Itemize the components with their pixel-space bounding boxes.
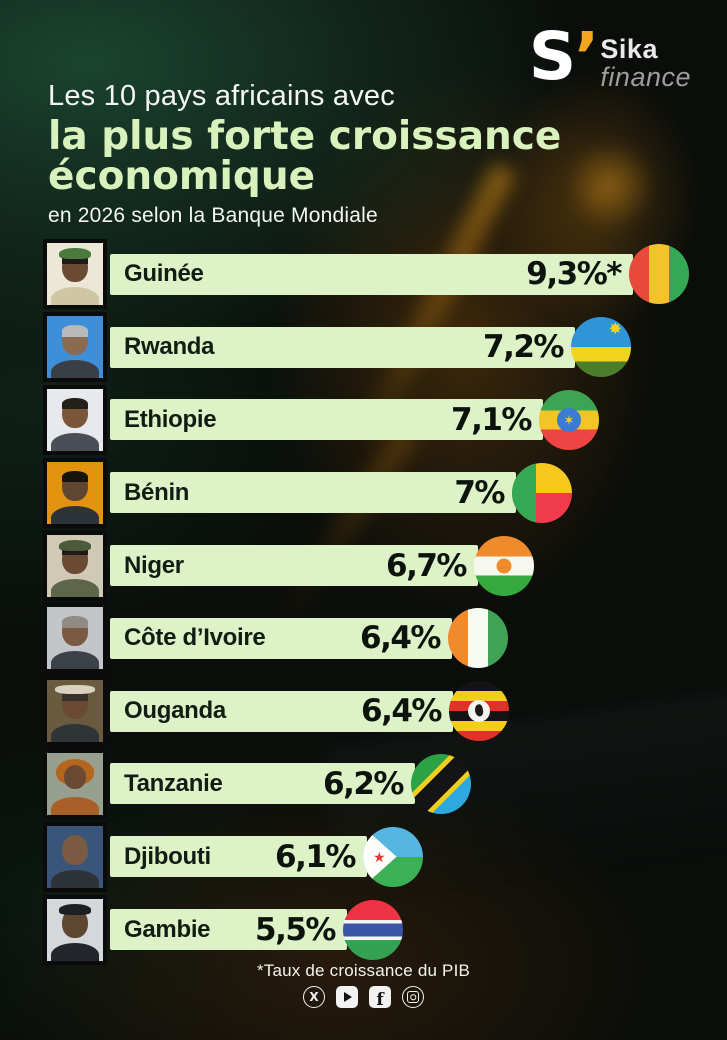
growth-value: 7,2% <box>483 329 564 366</box>
growth-bar: Côte d’Ivoire 6,4% <box>110 608 508 669</box>
growth-bar: Djibouti 6,1% ★ <box>110 826 423 887</box>
country-row-cote-divoire: Côte d’Ivoire 6,4% <box>0 602 727 675</box>
country-label: Niger <box>124 551 184 579</box>
uganda-crane-disc <box>468 700 490 723</box>
title-line-3: économique <box>48 153 316 199</box>
ethiopia-leader-photo <box>43 384 107 455</box>
uganda-leader-photo <box>43 676 107 747</box>
gambia-leader-photo <box>43 894 107 965</box>
growth-value: 6,7% <box>386 547 467 584</box>
cote-divoire-flag-icon <box>448 608 508 669</box>
country-label: Gambie <box>124 915 211 943</box>
djibouti-leader-photo <box>43 821 107 892</box>
title-line-2: la plus forte croissance <box>48 114 562 159</box>
growth-bar: Niger 6,7% <box>110 535 534 596</box>
gambia-flag-icon <box>343 899 403 960</box>
guinea-leader-photo <box>43 239 107 310</box>
glow-arrow-head-art <box>566 140 656 230</box>
uganda-flag-icon <box>449 681 509 742</box>
rwanda-leader-photo <box>43 312 107 383</box>
ethiopia-star-emblem: ✶ <box>557 407 581 432</box>
benin-flag-icon <box>512 462 572 523</box>
subtitle: en 2026 selon la Banque Mondiale <box>48 203 378 227</box>
country-row-ouganda: Ouganda 6,4% <box>0 675 727 748</box>
growth-bar: Tanzanie 6,2% <box>110 753 471 814</box>
growth-bar: Ethiopie 7,1% ✶ <box>110 389 599 450</box>
ethiopia-flag-icon: ✶ <box>539 389 599 450</box>
rwanda-sun-icon: ✸ <box>608 321 622 339</box>
growth-bar: Bénin 7% <box>110 462 572 523</box>
x-twitter-icon[interactable]: X <box>303 986 325 1008</box>
country-row-niger: Niger 6,7% <box>0 529 727 602</box>
country-row-benin: Bénin 7% <box>0 456 727 529</box>
country-label: Guinée <box>124 260 204 288</box>
country-row-djibouti: Djibouti 6,1% ★ <box>0 820 727 893</box>
niger-leader-photo <box>43 530 107 601</box>
cote-divoire-leader-photo <box>43 603 107 674</box>
country-label: Rwanda <box>124 333 215 361</box>
title-line-1: Les 10 pays africains avec <box>48 80 395 112</box>
country-label: Ouganda <box>124 697 226 725</box>
country-row-tanzanie: Tanzanie 6,2% <box>0 748 727 821</box>
growth-bar: Rwanda 7,2% ✸ <box>110 317 631 378</box>
country-label: Tanzanie <box>124 769 223 797</box>
logo-brand-text: Sika <box>600 34 658 64</box>
logo-s-mark: S’ <box>528 18 600 95</box>
country-label: Côte d’Ivoire <box>124 624 266 652</box>
growth-value: 6,2% <box>323 765 404 802</box>
rwanda-flag-icon: ✸ <box>571 317 631 378</box>
title-block: Les 10 pays africains avec la plus forte… <box>48 80 561 228</box>
ranking-list: Guinée 9,3%* Rwanda 7,2% ✸ Ethiopie 7,1%… <box>0 238 727 966</box>
growth-bar: Guinée 9,3%* <box>110 244 689 305</box>
growth-value: 6,1% <box>275 838 356 875</box>
niger-flag-icon <box>474 535 534 596</box>
country-row-rwanda: Rwanda 7,2% ✸ <box>0 311 727 384</box>
logo-apostrophe: ’ <box>574 18 599 95</box>
social-icons-row: X f <box>0 986 727 1008</box>
growth-bar: Gambie 5,5% <box>110 899 403 960</box>
growth-value: 7,1% <box>451 401 532 438</box>
uganda-crane-icon <box>473 703 485 718</box>
country-label: Ethiopie <box>124 405 217 433</box>
facebook-icon[interactable]: f <box>369 986 391 1008</box>
guinea-flag-icon <box>629 244 689 305</box>
country-row-guinee: Guinée 9,3%* <box>0 238 727 311</box>
country-label: Bénin <box>124 478 190 506</box>
djibouti-star-icon: ★ <box>373 848 386 865</box>
growth-value: 9,3%* <box>526 256 622 293</box>
tanzania-leader-photo <box>43 748 107 819</box>
sika-finance-logo: S’ Sika finance <box>528 18 691 95</box>
country-row-ethiopie: Ethiopie 7,1% ✶ <box>0 384 727 457</box>
country-label: Djibouti <box>124 842 211 870</box>
djibouti-flag-icon: ★ <box>363 826 423 887</box>
logo-brand-subtext: finance <box>600 62 691 92</box>
tanzania-flag-icon <box>411 753 471 814</box>
footnote: *Taux de croissance du PIB <box>256 961 471 980</box>
growth-value: 5,5% <box>255 911 336 948</box>
country-row-gambie: Gambie 5,5% <box>0 893 727 966</box>
youtube-icon[interactable] <box>336 986 358 1008</box>
instagram-icon[interactable] <box>402 986 424 1008</box>
growth-value: 7% <box>454 474 505 511</box>
benin-leader-photo <box>43 457 107 528</box>
growth-bar: Ouganda 6,4% <box>110 681 509 742</box>
growth-value: 6,4% <box>361 693 442 730</box>
growth-value: 6,4% <box>360 620 441 657</box>
